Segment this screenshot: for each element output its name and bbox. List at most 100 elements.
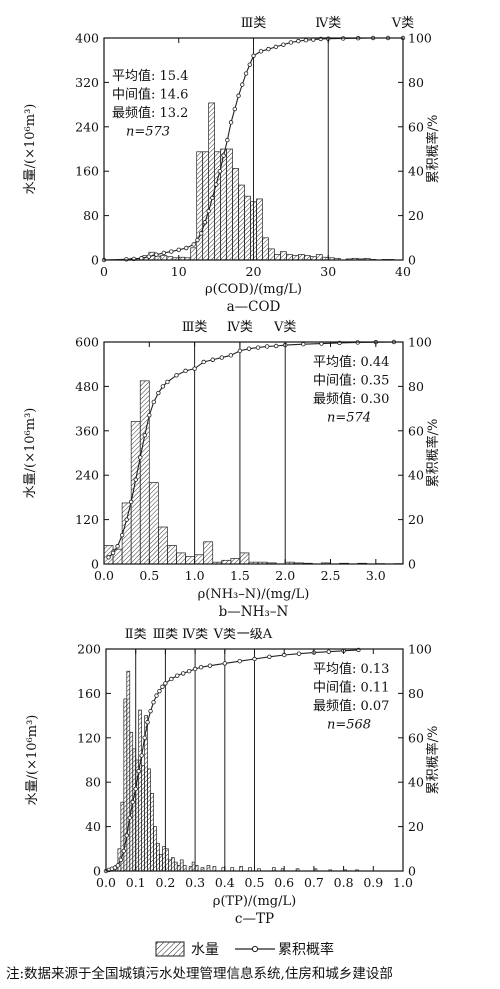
legend: 水量 累积概率 (155, 941, 334, 958)
bar-10 (138, 709, 142, 872)
bar-25 (274, 254, 281, 261)
x-tick-label-2: 0.2 (155, 875, 175, 890)
cumulative-point-22 (175, 673, 180, 678)
y-right-tick-label-4: 80 (408, 75, 424, 90)
cumulative-point-30 (252, 656, 257, 662)
y-left-axis-label: 水量/(×10⁶m³) (23, 408, 38, 499)
bar-26 (280, 251, 287, 261)
bar-25 (182, 865, 187, 872)
cumulative-point-30 (281, 42, 286, 47)
cumulative-point-11 (195, 237, 200, 243)
bar-16 (156, 842, 160, 872)
bar-14 (150, 792, 154, 872)
cumulative-point-27 (301, 342, 306, 347)
bar-11 (203, 541, 214, 565)
cumulative-point-10 (191, 242, 196, 247)
x-tick-label-0: 0 (100, 264, 108, 279)
x-tick-label-4: 0.4 (215, 875, 235, 890)
y-right-tick-label-2: 40 (408, 164, 424, 179)
x-tick-label-2: 20 (246, 264, 262, 279)
y-left-tick-label-1: 80 (83, 208, 99, 223)
cumulative-point-9 (130, 799, 135, 805)
x-tick-label-7: 0.7 (304, 875, 324, 890)
cumulative-point-23 (240, 82, 245, 87)
cumulative-point-20 (163, 681, 168, 686)
x-tick-label-1: 0.1 (126, 875, 146, 890)
cumulative-point-18 (210, 357, 215, 362)
panel-label: a—COD (227, 299, 281, 315)
cumulative-point-19 (225, 137, 230, 143)
y-right-tick-label-2: 40 (408, 775, 424, 790)
bar-18 (232, 168, 239, 261)
bar-30 (303, 255, 311, 261)
class-label-1: Ⅲ类 (153, 628, 179, 642)
y-right-tick-label-0: 0 (408, 864, 416, 879)
chart-tp: Ⅱ类 Ⅲ类 Ⅳ类 Ⅴ类 一级A 0.0 0.1 0.2 0.3 0.4 0.5 0.6 0.7 0.8 0.… (25, 628, 441, 927)
cumulative-point-19 (219, 355, 224, 360)
x-tick-label-6: 0.6 (274, 875, 294, 890)
class-label-3: Ⅴ类 (213, 628, 236, 642)
bar-34 (239, 866, 243, 872)
bar-11 (190, 247, 198, 261)
cumulative-point-12 (198, 231, 204, 236)
source-note: 注:数据来源于全国城镇污水处理管理信息系统,住房和城乡建设部 (6, 966, 393, 982)
cumulative-point-19 (160, 684, 165, 689)
x-tick-label-9: 0.9 (363, 875, 383, 890)
legend-bar-label: 水量 (191, 942, 219, 958)
bar-21 (170, 857, 175, 872)
cumulative-point-22 (236, 93, 241, 98)
cumulative-point-17 (154, 693, 159, 698)
bar-7 (167, 545, 177, 565)
cumulative-point-28 (222, 661, 227, 666)
cumulative-point-27 (207, 663, 213, 668)
panel-label: c—TP (235, 911, 274, 927)
stats-line-2: 最频值: 13.2 (112, 105, 188, 121)
cumulative-point-25 (273, 343, 279, 349)
y-left-tick-label-4: 480 (75, 379, 99, 394)
cumulative-point-0 (106, 555, 111, 560)
y-right-tick-label-3: 60 (408, 730, 424, 745)
cumulative-point-5 (118, 857, 124, 863)
cumulative-point-14 (174, 373, 179, 378)
cumulative-point-14 (206, 208, 211, 214)
cumulative-point-31 (288, 40, 294, 45)
stats-line-2: 最频值: 0.07 (313, 698, 389, 714)
cumulative-line (105, 649, 359, 872)
cumulative-point-11 (136, 768, 141, 774)
cumulative-point-3 (112, 865, 118, 870)
bar-26 (188, 866, 193, 872)
cumulative-point-8 (127, 815, 132, 820)
cumulative-point-17 (201, 359, 206, 365)
y-right-axis-label: 累积概率/% (425, 419, 441, 488)
y-left-tick-label-5: 600 (75, 335, 99, 350)
stats-line-0: 平均值: 0.44 (313, 354, 389, 370)
y-left-tick-label-5: 200 (77, 642, 101, 657)
cumulative-point-26 (251, 53, 256, 58)
y-left-tick-label-0: 0 (93, 864, 101, 879)
stats-line-2: 最频值: 0.30 (313, 391, 389, 407)
x-tick-label-6: 3.0 (366, 568, 386, 583)
bar-5 (148, 482, 159, 565)
bar-13 (202, 151, 209, 261)
cumulative-point-25 (192, 666, 198, 672)
cumulative-point-31 (267, 654, 272, 659)
bar-32 (315, 254, 323, 261)
y-right-tick-label-5: 100 (408, 642, 432, 657)
plot-frame (103, 341, 404, 565)
x-axis-label: ρ(NH₃–N)/(mg/L) (198, 587, 310, 602)
y-right-tick-label-0: 0 (408, 253, 416, 268)
cumulative-point-5 (154, 252, 159, 257)
cumulative-point-10 (151, 399, 157, 405)
cumulative-point-33 (303, 38, 309, 43)
cumulative-point-21 (169, 676, 174, 682)
cumulative-point-16 (151, 700, 156, 705)
cumulative-point-16 (192, 366, 197, 371)
cumulative-point-4 (146, 254, 152, 259)
cumulative-point-12 (139, 753, 144, 758)
y-left-tick-label-1: 40 (85, 819, 101, 834)
y-left-axis-label: 水量/(×10⁶m³) (23, 104, 38, 195)
bar-31 (212, 866, 217, 872)
bar-11 (141, 765, 145, 872)
cumulative-point-11 (156, 390, 161, 396)
panel-label: b—NH₃–N (219, 604, 289, 620)
